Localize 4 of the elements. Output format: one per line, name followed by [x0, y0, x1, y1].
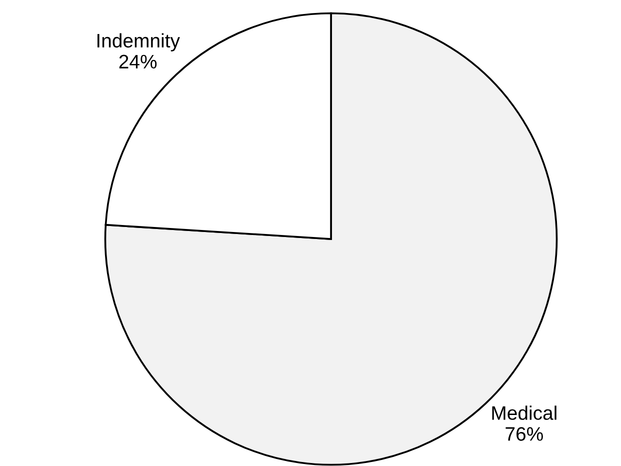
data-label: 24%: [119, 54, 157, 68]
data-label: 76%: [506, 427, 543, 441]
slice-label: Indemnity: [97, 33, 180, 52]
slice-label: Medical: [492, 406, 556, 420]
